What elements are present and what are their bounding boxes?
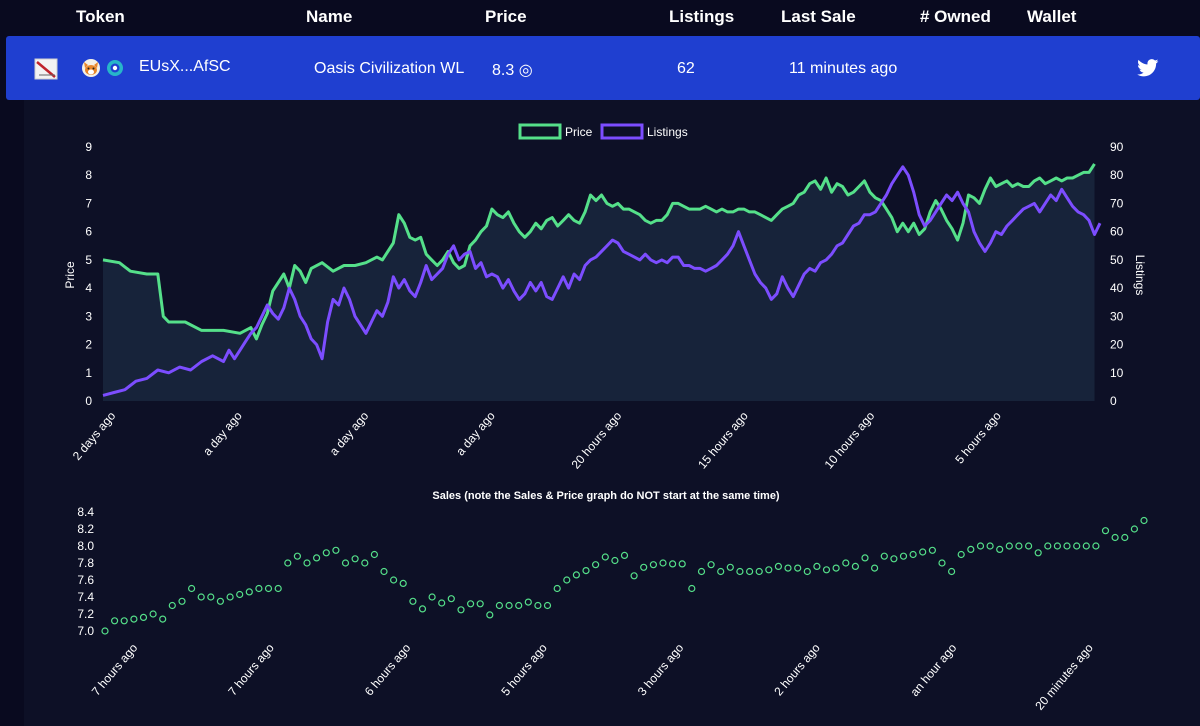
twitter-icon[interactable] xyxy=(1137,59,1159,77)
shiba-avatar-icon[interactable] xyxy=(81,58,101,78)
header-price[interactable]: Price xyxy=(485,7,527,26)
header-owned[interactable]: # Owned xyxy=(920,7,991,26)
token-address-link[interactable]: EUsX...AfSC xyxy=(139,58,231,75)
header-token[interactable]: Token xyxy=(76,7,125,26)
solscan-icon[interactable] xyxy=(106,59,124,77)
header-last-sale[interactable]: Last Sale xyxy=(781,7,856,26)
header-wallet[interactable]: Wallet xyxy=(1027,7,1077,26)
header-name[interactable]: Name xyxy=(306,7,353,26)
table-row[interactable]: EUsX...AfSC Oasis Civilization WL 8.3 ◎ … xyxy=(6,36,1200,100)
token-thumbnail-icon[interactable] xyxy=(34,58,58,80)
header-listings[interactable]: Listings xyxy=(669,7,735,26)
token-last-sale: 11 minutes ago xyxy=(789,60,898,77)
token-name: Oasis Civilization WL xyxy=(314,60,465,77)
table-header: Token Name Price Listings Last Sale # Ow… xyxy=(0,0,1200,34)
token-listings: 62 xyxy=(677,60,695,77)
token-price: 8.3 ◎ xyxy=(492,62,533,79)
chart-panel xyxy=(24,100,1200,726)
